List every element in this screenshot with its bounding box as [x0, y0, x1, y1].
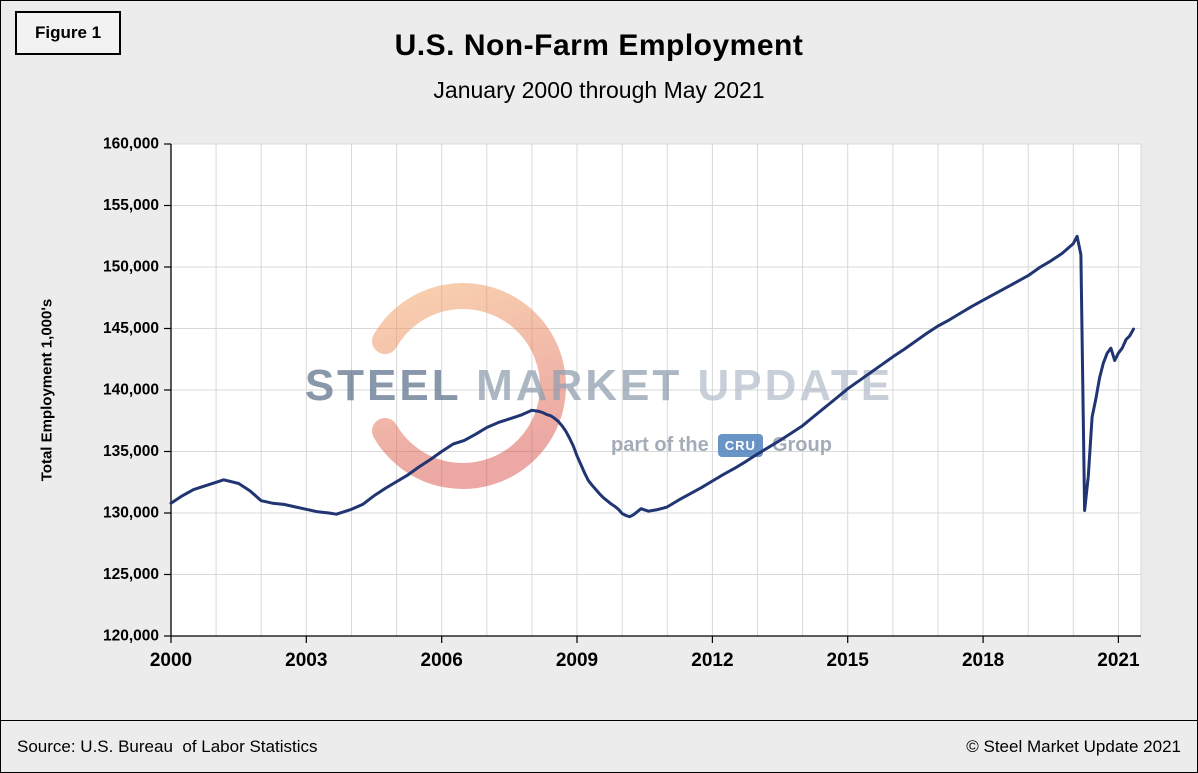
svg-text:125,000: 125,000 — [103, 566, 159, 583]
svg-text:155,000: 155,000 — [103, 197, 159, 214]
svg-text:135,000: 135,000 — [103, 443, 159, 460]
source-note: Source: U.S. Bureau of Labor Statistics — [17, 736, 318, 756]
x-axis: 2000 2003 2006 2009 2012 2015 2018 2021 — [150, 635, 1141, 671]
svg-text:2015: 2015 — [827, 650, 870, 671]
svg-text:130,000: 130,000 — [103, 505, 159, 522]
svg-text:150,000: 150,000 — [103, 259, 159, 276]
employment-line — [169, 234, 1135, 519]
chart-subtitle: January 2000 through May 2021 — [433, 77, 765, 103]
svg-text:160,000: 160,000 — [103, 136, 159, 153]
svg-text:2006: 2006 — [421, 650, 463, 671]
svg-text:140,000: 140,000 — [103, 382, 159, 399]
svg-text:2003: 2003 — [285, 650, 327, 671]
chart-title: U.S. Non-Farm Employment — [394, 29, 804, 62]
svg-text:2018: 2018 — [962, 650, 1004, 671]
footer: Source: U.S. Bureau of Labor Statistics … — [1, 720, 1197, 772]
y-axis: 120,000 125,000 130,000 135,000 140,000 145,0… — [103, 136, 172, 645]
svg-text:2000: 2000 — [150, 650, 192, 671]
gridlines — [170, 143, 1142, 637]
y-axis-title: Total Employment 1,000's — [38, 298, 56, 482]
svg-text:2021: 2021 — [1097, 650, 1140, 671]
svg-text:2009: 2009 — [556, 650, 598, 671]
figure-label: Figure 1 — [15, 11, 122, 55]
svg-text:120,000: 120,000 — [103, 628, 159, 645]
svg-text:145,000: 145,000 — [103, 320, 159, 337]
svg-text:2012: 2012 — [691, 650, 733, 671]
copyright-note: © Steel Market Update 2021 — [966, 736, 1181, 756]
